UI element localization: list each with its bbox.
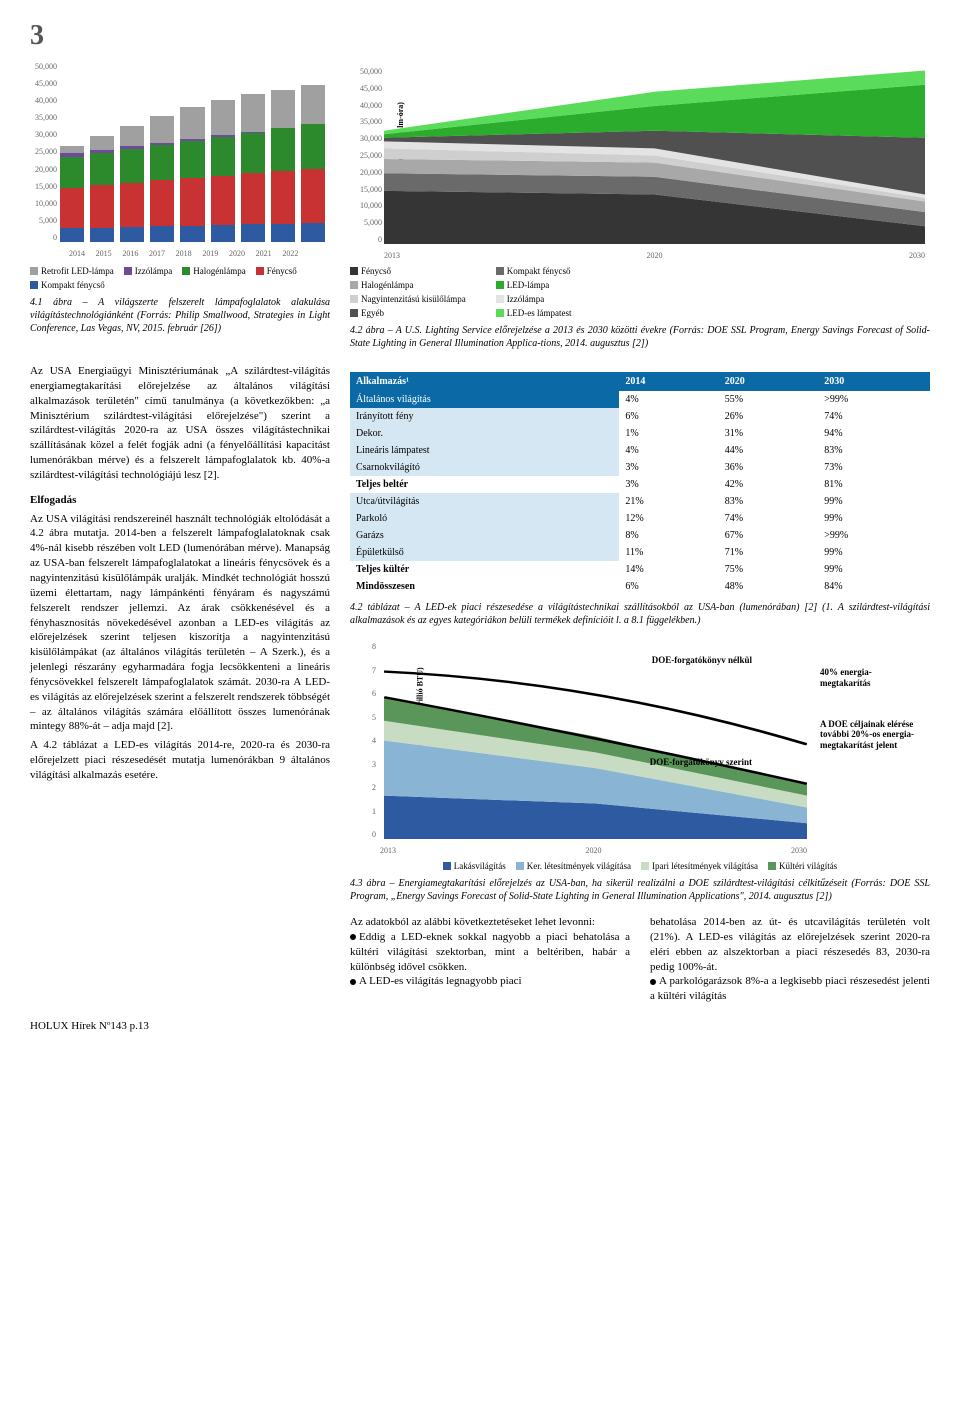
annotation: DOE-forgatókönyv szerint xyxy=(650,757,752,767)
page-footer: HOLUX Hírek Nº143 p.13 xyxy=(30,1020,930,1032)
subheading: Elfogadás xyxy=(30,494,76,506)
paragraph: A 4.2 táblázat a LED-es világítás 2014-r… xyxy=(30,738,330,783)
paragraph: Az USA Energiaügyi Minisztériumának „A s… xyxy=(30,364,330,483)
chart-4-1-caption: 4.1 ábra – A világszerte felszerelt lámp… xyxy=(30,296,330,335)
chart-4-3: A fényforrás energiafogyasztása (kvadril… xyxy=(350,637,812,857)
chart-4-3-legend: LakásvilágításKer. létesítmények világít… xyxy=(350,861,930,871)
paragraph: Az USA világítási rendszereinél használt… xyxy=(30,512,330,735)
bullet-item: A LED-es világítás legnagyobb piaci xyxy=(350,974,630,989)
annotation: DOE-forgatókönyv nélkül xyxy=(652,655,752,665)
chart-4-2-caption: 4.2 ábra – A U.S. Lighting Service előre… xyxy=(350,324,930,350)
chart-4-2-legend-right: Kompakt fénycsőLED-lámpaIzzólámpaLED-es … xyxy=(496,266,572,318)
chart-4-1-legend: Retrofit LED-lámpaIzzólámpaHalogénlámpaF… xyxy=(30,266,330,290)
bullet-item: A parkológarázsok 8%-a a legkisebb piaci… xyxy=(650,974,930,1004)
annotation-box: A DOE céljainak elérése további 20%-os e… xyxy=(820,719,920,751)
annotation-box: 40% energia-megtakarítás xyxy=(820,667,920,689)
bottom-col-left: Az adatokból az alábbi következtetéseket… xyxy=(350,915,630,1004)
chart-4-2: Felszerelt foglalatok (milliárd lm-óra) … xyxy=(350,62,930,262)
paragraph: behatolása 2014-ben az út- és utcavilágí… xyxy=(650,915,930,974)
body-text-column: Az USA Energiaügyi Minisztériumának „A s… xyxy=(30,364,330,1004)
table-4-2-caption: 4.2 táblázat – A LED-ek piaci részesedés… xyxy=(350,601,930,627)
page-number: 3 xyxy=(30,20,930,52)
bottom-col-right: behatolása 2014-ben az út- és utcavilágí… xyxy=(650,915,930,1004)
chart-4-1: 50,00045,00040,00035,00030,00025,00020,0… xyxy=(30,62,330,262)
chart-4-2-legend-left: FénycsőHalogénlámpaNagyintenzitású kisül… xyxy=(350,266,466,318)
paragraph: Az adatokból az alábbi következtetéseket… xyxy=(350,915,630,930)
bullet-item: Eddig a LED-eknek sokkal nagyobb a piaci… xyxy=(350,930,630,975)
table-4-2: Alkalmazás¹201420202030 Általános világí… xyxy=(350,372,930,595)
chart-4-3-caption: 4.3 ábra – Energiamegtakarítási előrejel… xyxy=(350,877,930,903)
